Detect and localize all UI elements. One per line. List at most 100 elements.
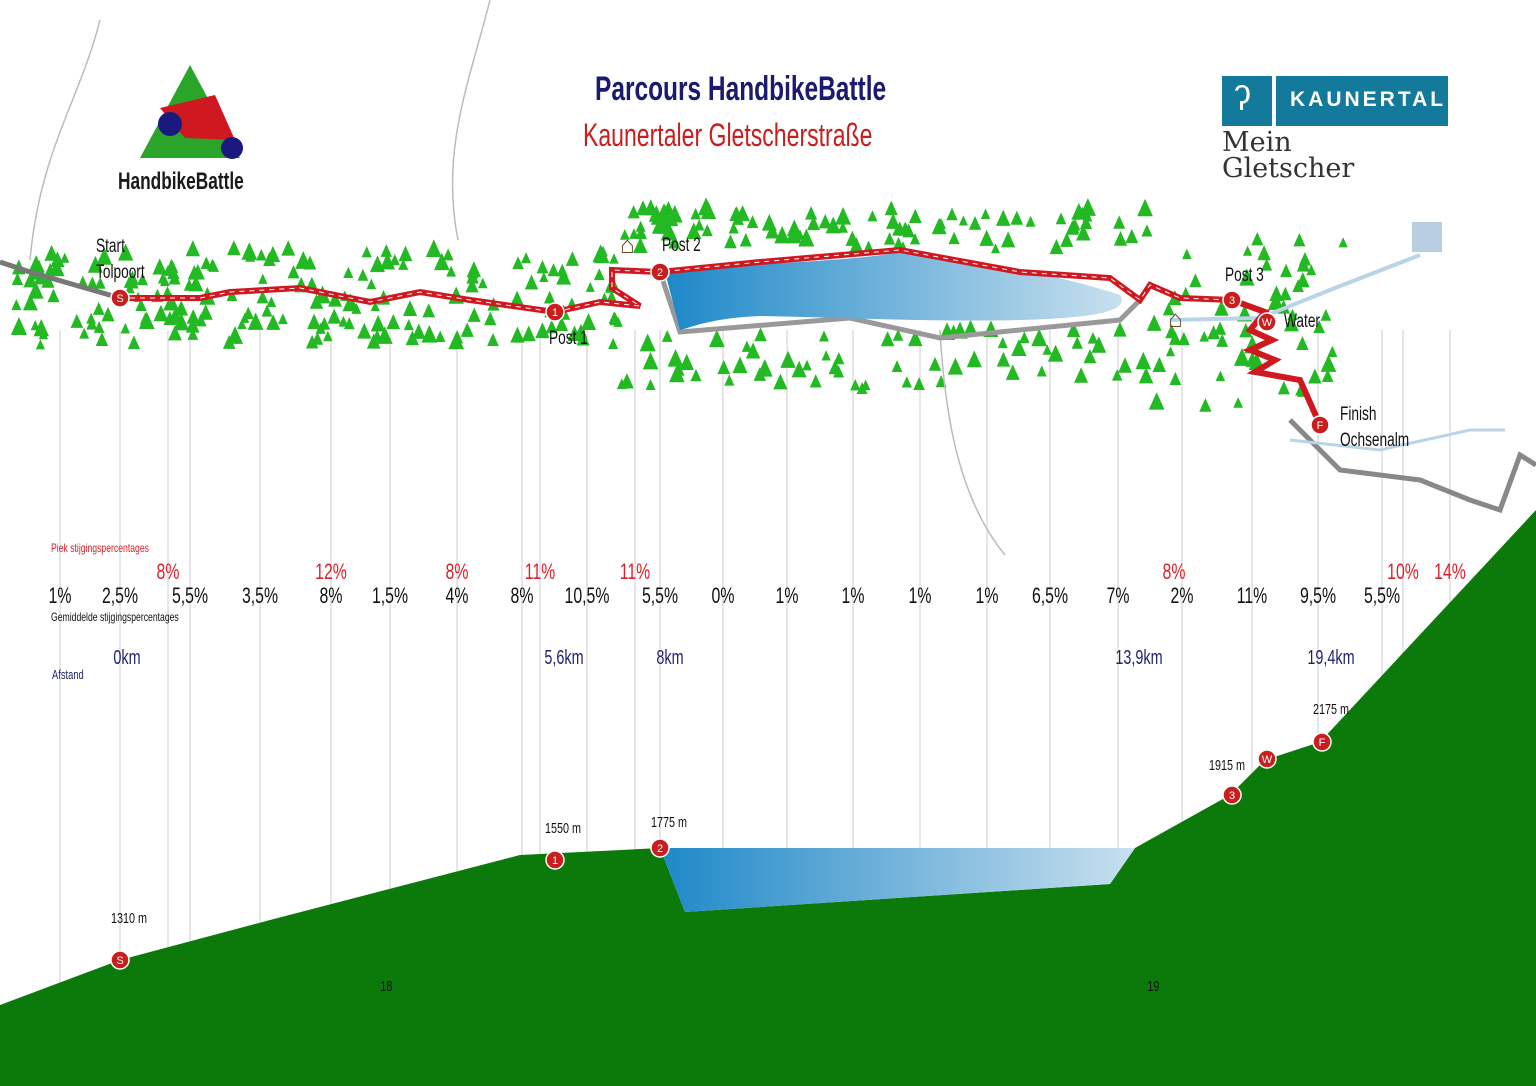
tree-icon — [70, 313, 84, 328]
tree-icon — [908, 330, 923, 347]
tree-icon — [1239, 322, 1253, 338]
tree-icon — [1320, 308, 1332, 321]
tree-icon — [556, 268, 572, 285]
tree-icon — [1071, 336, 1083, 349]
post2-label: Post 2 — [662, 235, 701, 256]
tree-icon — [183, 278, 195, 291]
tree-icon — [1267, 292, 1284, 310]
tree-icon — [966, 350, 982, 368]
svg-text:1: 1 — [552, 855, 558, 867]
tree-icon — [555, 316, 569, 331]
svg-text:W: W — [1262, 317, 1273, 329]
tree-icon — [913, 377, 925, 390]
svg-text:F: F — [1319, 737, 1326, 749]
tree-icon — [185, 317, 200, 333]
tree-icon — [1313, 320, 1325, 334]
tree-icon — [565, 251, 579, 266]
tree-icon — [27, 281, 44, 299]
tree-icon — [1010, 210, 1024, 225]
tree-icon — [1083, 348, 1097, 364]
tree-icon — [195, 313, 207, 327]
tree-icon — [33, 318, 50, 337]
tree-icon — [366, 278, 377, 290]
avg-grade: 1% — [841, 583, 865, 608]
tree-icon — [261, 304, 273, 317]
tree-icon — [639, 333, 656, 352]
tree-icon — [153, 304, 169, 322]
tree-icon — [556, 263, 568, 277]
tree-icon — [521, 325, 536, 342]
tree-icon — [651, 217, 667, 234]
tree-icon — [1125, 228, 1139, 244]
tree-icon — [1257, 245, 1271, 261]
tree-icon — [1321, 369, 1334, 382]
tree-icon — [510, 326, 525, 343]
tree-icon — [660, 228, 672, 241]
tree-icon — [1036, 365, 1047, 377]
tree-icon — [460, 322, 474, 337]
tree-icon — [92, 301, 105, 315]
post1-label: Post 1 — [549, 328, 588, 349]
tree-icon — [343, 266, 354, 279]
tree-icon — [867, 210, 878, 222]
tree-icon — [152, 258, 167, 275]
tree-icon — [226, 289, 238, 302]
marker-F: F — [1310, 415, 1330, 435]
tagline: Mein Gletscher — [1222, 127, 1355, 184]
marker-F: F — [1312, 732, 1332, 752]
tree-icon — [717, 359, 731, 375]
avg-grade: 5,5% — [1363, 583, 1401, 608]
tree-icon — [1293, 232, 1306, 247]
tree-icon — [96, 247, 113, 265]
ibex-icon: ʔ — [1222, 76, 1272, 126]
tree-icon — [323, 330, 333, 342]
tree-icon — [1233, 397, 1243, 408]
tree-icon — [1239, 268, 1255, 286]
tree-icon — [609, 253, 619, 264]
tree-icon — [635, 225, 647, 240]
tree-icon — [198, 304, 213, 320]
tree-icon — [694, 219, 705, 231]
tree-icon — [1055, 212, 1067, 225]
distance-value: 13,9km — [1115, 647, 1163, 669]
water-label: Water — [1284, 311, 1320, 332]
tree-icon — [446, 265, 457, 277]
tree-icon — [281, 240, 296, 256]
tree-icon — [1296, 257, 1310, 272]
route-line — [120, 246, 1323, 427]
marker-W: W — [1257, 749, 1277, 769]
tree-icon — [163, 292, 180, 311]
tree-icon — [690, 368, 702, 382]
restaurant-icon: ⌂ — [1168, 306, 1183, 333]
tree-icon — [729, 206, 744, 222]
tree-icon — [370, 315, 386, 332]
tree-icon — [909, 233, 921, 245]
tree-icon — [86, 312, 97, 324]
page-title: Parcours HandbikeBattle — [595, 70, 887, 108]
tree-icon — [278, 313, 288, 325]
road — [0, 259, 121, 301]
tree-icon — [1189, 273, 1202, 288]
tree-icon — [745, 342, 761, 359]
tree-icon — [422, 303, 436, 318]
tree-icon — [287, 265, 300, 279]
tree-icon — [1320, 354, 1337, 372]
tree-icon — [818, 213, 832, 229]
tree-icon — [567, 325, 582, 342]
tree-icon — [1207, 325, 1220, 340]
tree-icon — [1251, 232, 1264, 246]
tree-icon — [633, 236, 648, 254]
tree-icon — [1338, 237, 1348, 248]
tree-icon — [361, 246, 372, 258]
tree-icon — [138, 311, 155, 330]
tree-icon — [809, 374, 822, 388]
marker-1: 1 — [545, 302, 565, 322]
elevation-value: 2175 m — [1313, 701, 1350, 718]
tree-icon — [880, 331, 895, 347]
tree-icon — [12, 322, 23, 335]
tree-icon — [237, 318, 247, 330]
lake-profile — [660, 848, 1135, 912]
tree-icon — [1049, 239, 1064, 255]
tree-icon — [686, 222, 702, 240]
svg-text:3: 3 — [1229, 790, 1235, 802]
